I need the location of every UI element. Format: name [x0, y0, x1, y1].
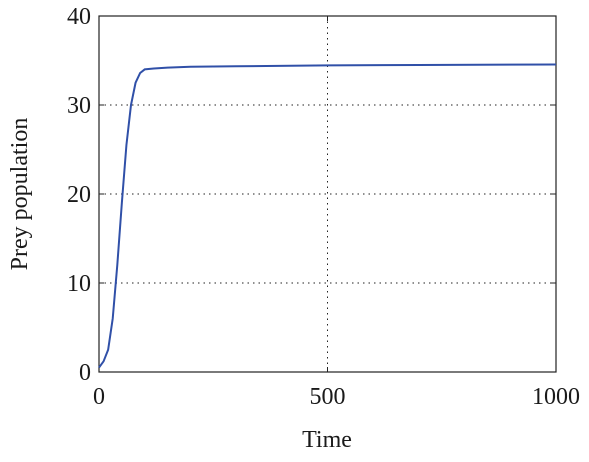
x-tick-label: 1000	[532, 384, 580, 410]
y-tick-label: 30	[67, 93, 91, 119]
y-tick-label: 0	[79, 360, 91, 386]
x-axis-label: Time	[302, 427, 352, 453]
data-line	[98, 63, 557, 369]
x-tick-label: 500	[310, 384, 346, 410]
y-tick-label: 40	[67, 4, 91, 30]
y-tick-label: 20	[67, 182, 91, 208]
plot-frame	[98, 15, 557, 373]
x-tick-label: 0	[93, 384, 105, 410]
y-tick-label: 10	[67, 271, 91, 297]
y-axis-label: Prey population	[7, 118, 33, 271]
